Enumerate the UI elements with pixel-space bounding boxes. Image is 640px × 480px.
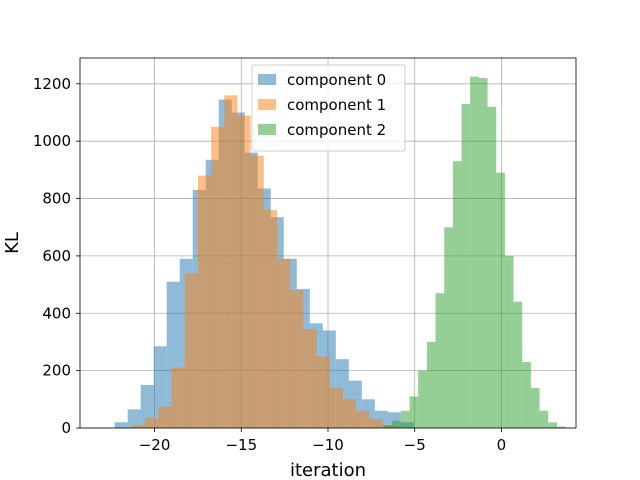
y-tick-label: 400 xyxy=(42,304,71,322)
legend-swatch xyxy=(258,99,276,110)
histogram-bar xyxy=(400,410,410,428)
histogram-bars xyxy=(114,76,566,429)
histogram-bar xyxy=(277,258,291,428)
x-tick-label: −5 xyxy=(404,436,426,454)
x-axis-ticks: −20 −15 −10 −5 0 xyxy=(139,428,506,454)
y-tick-label: 600 xyxy=(42,247,71,265)
y-axis-ticks: 0 200 400 600 800 1000 1200 xyxy=(33,75,80,437)
histogram-bar xyxy=(290,290,304,428)
x-tick-label: 0 xyxy=(497,436,507,454)
y-tick-label: 800 xyxy=(42,190,71,208)
histogram-bar xyxy=(127,409,141,428)
y-tick-label: 1200 xyxy=(33,75,71,93)
histogram-bar xyxy=(250,155,264,428)
x-axis-label: iteration xyxy=(290,460,366,480)
x-tick-label: −15 xyxy=(225,436,257,454)
histogram-bar xyxy=(513,301,523,428)
histogram-bar xyxy=(132,425,146,428)
histogram-bar xyxy=(470,76,479,429)
y-tick-label: 0 xyxy=(61,419,71,437)
histogram-bar xyxy=(316,356,330,428)
y-axis-label: KL xyxy=(2,232,23,254)
histogram-bar xyxy=(114,422,128,428)
histogram-bar xyxy=(487,106,497,428)
histogram-bar xyxy=(556,426,566,428)
histogram-bar xyxy=(426,341,436,428)
histogram-bar xyxy=(435,293,445,428)
histogram-bar xyxy=(158,406,172,428)
y-tick-label: 1000 xyxy=(33,132,71,150)
histogram-bar xyxy=(539,410,549,428)
histogram-bar xyxy=(356,410,370,428)
histogram-bar xyxy=(171,367,185,428)
histogram-bar xyxy=(237,115,251,428)
histogram-bar xyxy=(329,387,343,428)
histogram-bar xyxy=(452,161,462,429)
x-tick-label: −20 xyxy=(139,436,171,454)
histogram-bar xyxy=(522,362,531,428)
histogram-bar xyxy=(369,419,383,428)
histogram-bar xyxy=(145,417,159,428)
histogram-bar xyxy=(197,175,212,428)
histogram-bar xyxy=(211,126,225,428)
histogram-bar xyxy=(224,95,238,429)
legend-box xyxy=(251,64,406,152)
histogram-bar xyxy=(140,384,154,428)
histogram-bar xyxy=(392,420,401,428)
histogram-bar xyxy=(530,387,540,428)
histogram-bar xyxy=(444,227,453,428)
legend-swatch xyxy=(258,74,276,85)
legend: component 0 component 1 component 2 xyxy=(251,64,406,152)
histogram-bar xyxy=(303,329,317,428)
histogram-bar xyxy=(478,78,488,429)
histogram-bar xyxy=(409,396,419,428)
histogram-bar xyxy=(496,172,505,428)
y-tick-label: 200 xyxy=(42,362,71,380)
x-tick-label: −10 xyxy=(312,436,344,454)
legend-label: component 1 xyxy=(287,96,386,114)
legend-label: component 2 xyxy=(287,121,386,139)
histogram-bar xyxy=(184,273,198,428)
legend-label: component 0 xyxy=(287,71,386,89)
series-bars xyxy=(132,95,396,429)
histogram-bar xyxy=(263,210,278,428)
legend-swatch xyxy=(258,124,276,135)
histogram-bar xyxy=(548,422,557,428)
histogram-bar xyxy=(461,103,471,428)
histogram-bar xyxy=(504,255,514,428)
histogram-bar xyxy=(383,425,393,428)
histogram-bar xyxy=(342,399,357,428)
series-bars xyxy=(383,76,566,429)
histogram-bar xyxy=(418,370,427,428)
